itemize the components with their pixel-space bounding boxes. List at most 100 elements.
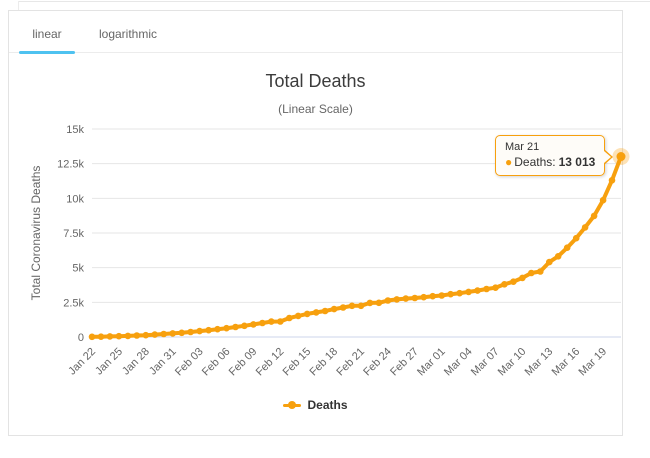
data-point[interactable]	[357, 302, 365, 310]
data-point[interactable]	[348, 302, 356, 310]
data-point[interactable]	[196, 327, 203, 335]
data-point[interactable]	[133, 332, 141, 339]
data-point[interactable]	[286, 314, 293, 322]
page-top-divider-corner	[18, 1, 19, 10]
data-point[interactable]	[375, 299, 383, 307]
x-tick-label: Mar 16	[550, 346, 583, 379]
x-tick-label: Feb 24	[361, 346, 394, 379]
data-point[interactable]	[330, 305, 338, 313]
y-tick-label: 2.5k	[63, 297, 84, 309]
data-point[interactable]	[483, 285, 490, 293]
deaths-series-line	[90, 154, 623, 339]
page-top-divider	[18, 1, 650, 2]
data-point[interactable]	[339, 304, 347, 311]
data-point[interactable]	[474, 287, 481, 294]
data-point[interactable]	[510, 278, 517, 286]
data-point[interactable]	[492, 284, 499, 292]
y-tick-label: 5k	[72, 263, 84, 275]
data-point[interactable]	[169, 330, 176, 337]
data-point[interactable]	[124, 332, 132, 340]
data-point[interactable]	[554, 252, 562, 260]
data-point[interactable]	[277, 318, 284, 325]
data-point[interactable]	[563, 244, 571, 251]
x-tick-label: Feb 09	[227, 346, 260, 379]
legend-item-deaths[interactable]: Deaths	[9, 396, 622, 414]
tab-logarithmic-label: logarithmic	[98, 27, 158, 41]
x-tick-label: Feb 06	[200, 346, 233, 379]
data-point[interactable]	[366, 299, 374, 307]
data-point[interactable]	[187, 328, 194, 336]
active-tab-underline	[19, 51, 75, 54]
data-point[interactable]	[214, 325, 221, 333]
data-point[interactable]	[241, 322, 248, 330]
x-tick-label: Feb 27	[388, 346, 421, 379]
x-tick-label: Jan 22	[66, 346, 98, 378]
x-tick-label: Mar 13	[523, 346, 556, 379]
data-point[interactable]	[519, 274, 526, 282]
data-point[interactable]	[97, 333, 105, 341]
data-point[interactable]	[447, 290, 454, 298]
data-point[interactable]	[537, 268, 544, 275]
data-point[interactable]	[151, 331, 159, 338]
data-point[interactable]	[106, 333, 114, 340]
x-tick-label: Jan 28	[120, 346, 152, 378]
data-point[interactable]	[250, 321, 257, 328]
x-tick-label: Mar 19	[576, 346, 609, 379]
data-point[interactable]	[465, 288, 472, 296]
y-tick-label: 0	[78, 332, 84, 344]
data-point[interactable]	[88, 333, 96, 341]
data-point[interactable]	[572, 234, 580, 242]
legend-line-marker-icon	[283, 400, 302, 410]
data-point[interactable]	[393, 296, 401, 303]
data-point[interactable]	[223, 324, 230, 332]
data-point[interactable]	[402, 295, 410, 302]
x-tick-label: Feb 12	[254, 346, 287, 379]
scale-tabs: linear logarithmic	[9, 11, 622, 54]
legend-label: Deaths	[307, 398, 348, 412]
tooltip-date: Mar 21	[505, 141, 540, 153]
x-tick-label: Feb 03	[173, 346, 206, 379]
data-point[interactable]	[590, 212, 598, 220]
chart-tooltip: Mar 21 ● Deaths: 13 013	[495, 135, 614, 176]
data-point[interactable]	[312, 309, 320, 316]
last-point-marker[interactable]	[616, 152, 626, 162]
data-point[interactable]	[115, 332, 123, 340]
x-tick-label: Jan 25	[93, 346, 125, 378]
data-point[interactable]	[205, 326, 212, 334]
data-point[interactable]	[411, 294, 419, 302]
data-point[interactable]	[581, 224, 589, 231]
chart-panel: linear logarithmic Total Deaths (Linear …	[8, 10, 623, 436]
legend-dot	[288, 401, 297, 409]
data-point[interactable]	[142, 331, 150, 339]
data-point[interactable]	[501, 281, 508, 288]
data-point[interactable]	[608, 177, 616, 184]
x-tick-label: Mar 10	[496, 346, 529, 379]
data-point[interactable]	[384, 297, 392, 304]
tab-logarithmic[interactable]: logarithmic	[89, 11, 167, 52]
data-point[interactable]	[528, 269, 535, 277]
y-axis-title: Total Coronavirus Deaths	[29, 166, 43, 301]
data-point[interactable]	[160, 330, 167, 338]
x-tick-label: Mar 01	[415, 346, 448, 379]
data-point[interactable]	[438, 292, 446, 299]
tab-linear[interactable]: linear	[19, 11, 75, 54]
x-tick-label: Mar 07	[469, 346, 502, 379]
data-point[interactable]	[232, 323, 239, 331]
data-point[interactable]	[420, 293, 428, 301]
data-point[interactable]	[429, 292, 437, 300]
y-tick-label: 7.5k	[63, 228, 84, 240]
x-tick-label: Feb 18	[308, 346, 341, 379]
data-point[interactable]	[321, 307, 329, 315]
data-point[interactable]	[259, 319, 266, 327]
data-point[interactable]	[178, 329, 185, 337]
data-point[interactable]	[599, 196, 607, 204]
data-point[interactable]	[546, 258, 553, 266]
x-tick-label: Mar 04	[442, 346, 475, 379]
data-point[interactable]	[268, 318, 275, 325]
data-point[interactable]	[303, 310, 311, 318]
y-tick-label: 10k	[66, 193, 84, 205]
data-point[interactable]	[294, 312, 302, 320]
x-tick-label: Feb 21	[334, 346, 367, 379]
data-point[interactable]	[456, 289, 463, 297]
